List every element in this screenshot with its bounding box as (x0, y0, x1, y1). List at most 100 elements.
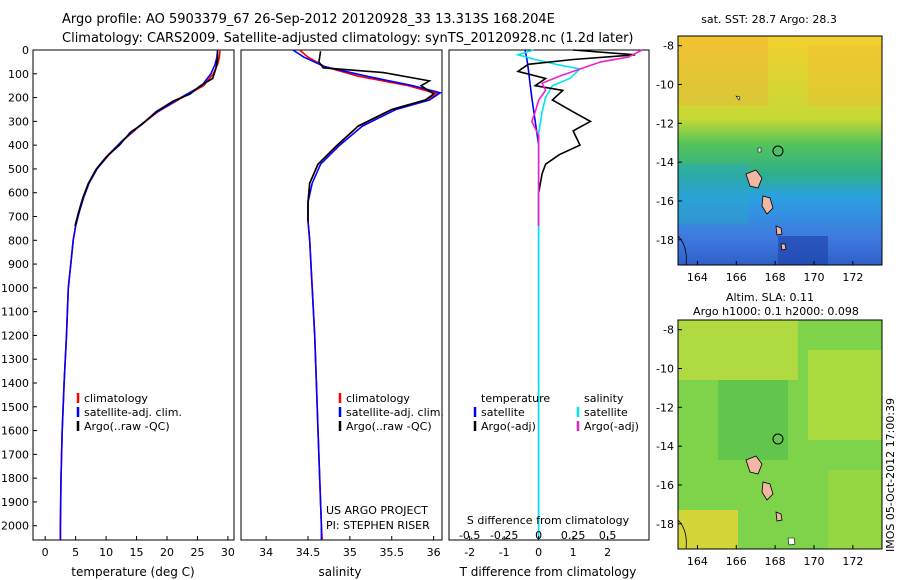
sst-cool-patch (678, 164, 748, 224)
difference-salinity-legend-label-0: salinity (584, 392, 624, 405)
difference-panel: -2 -1 0 1 2 -0.5 -0.25 0 0.25 0.5 T difference fr… (448, 49, 650, 579)
salinity-series-1 (292, 49, 443, 540)
sla-map-panel: Altim. SLA: 0.11 Argo h1000: 0.1 h2000: … (656, 291, 883, 568)
difference-xtick-label-4: 2 (604, 546, 611, 559)
sla-map-xtick-label-0: 164 (687, 555, 708, 568)
salinity-plot-frame (240, 49, 443, 541)
temperature-ytick-label-6: 600 (8, 187, 29, 200)
temperature-ytick-label-3: 300 (8, 115, 29, 128)
temperature-xlabel: temperature (deg C) (71, 565, 194, 579)
salinity-legend-label-0: climatology (346, 392, 410, 405)
island-banks (757, 147, 762, 153)
temperature-ytick-label-8: 800 (8, 234, 29, 247)
temperature-ytick-label-20: 2000 (1, 520, 29, 533)
sla-map-frame (677, 319, 883, 550)
difference-salinity-legend-label-2: Argo(-adj) (584, 420, 639, 433)
sst-map-ytick-label-5: -18 (656, 234, 674, 247)
sst-map-ytick-label-4: -16 (656, 195, 674, 208)
difference-temperature-legend-label-0: temperature (481, 392, 550, 405)
temperature-xtick-label-3: 15 (130, 546, 144, 559)
difference-x-axis: -2 -1 0 1 2 -0.5 -0.25 0 0.25 0.5 (459, 529, 616, 559)
difference-xtick-label-2: 0 (535, 546, 542, 559)
temperature-xtick-label-1: 5 (72, 546, 79, 559)
island-torres (735, 95, 741, 101)
sla-high-patch-south (678, 510, 738, 549)
island-tanna-sla (787, 537, 796, 546)
sst-map-x-axis: 164 166 168 170 172 (687, 261, 863, 284)
sla-map-y-axis: -8 -10 -12 -14 -16 -18 (656, 324, 682, 531)
project-line2: PI: STEPHEN RISER (326, 519, 430, 532)
temperature-marks (59, 49, 221, 540)
temperature-ytick-label-11: 1100 (1, 306, 29, 319)
salinity-legend-label-1: satellite-adj. clim. (346, 406, 444, 419)
sla-map-ytick-label-1: -10 (656, 363, 674, 376)
salinity-panel: 34 34.5 35 35.5 36 salinity climatologysatel… (240, 49, 444, 579)
sla-map-xtick-label-4: 172 (842, 555, 863, 568)
sst-warm-patch-east (808, 46, 882, 106)
salinity-series-2 (307, 51, 436, 222)
salinity-xtick-label-1: 34.5 (296, 546, 321, 559)
sst-field (678, 36, 882, 265)
sst-warm-patch (678, 36, 768, 106)
temperature-series-2 (74, 51, 219, 227)
difference-plot-frame (448, 49, 650, 541)
sst-map-xtick-label-0: 164 (687, 271, 708, 284)
sla-map-ytick-label-3: -14 (656, 440, 674, 453)
sst-map-frame (677, 35, 883, 266)
salinity-xtick-label-3: 35.5 (380, 546, 405, 559)
temperature-panel: 0 5 10 15 20 25 30 0 100 200 300 400 500 600 700 800 90… (1, 44, 235, 579)
difference-xtick-top-label-1: -0.25 (490, 529, 518, 542)
depth-y-axis: 0 100 200 300 400 500 600 700 800 900 1000 1100 1200… (1, 44, 37, 533)
temperature-ytick-label-12: 1200 (1, 329, 29, 342)
temperature-ytick-label-16: 1600 (1, 425, 29, 438)
sst-map-ytick-label-2: -12 (656, 117, 674, 130)
salinity-xtick-label-2: 35 (343, 546, 357, 559)
difference-xtick-top-label-4: 0.5 (599, 529, 617, 542)
figure-title-line1: Argo profile: AO 5903379_67 26-Sep-2012 … (62, 12, 555, 27)
figure-title-line2: Climatology: CARS2009. Satellite-adjuste… (62, 31, 634, 46)
sst-map-title: sat. SST: 28.7 Argo: 28.3 (701, 13, 837, 26)
difference-temperature-legend-label-2: Argo(-adj) (481, 420, 536, 433)
sst-cold-patch (778, 236, 828, 265)
temperature-ytick-label-4: 400 (8, 139, 29, 152)
sst-map-xtick-label-2: 168 (765, 271, 786, 284)
sla-map-ytick-label-5: -18 (656, 518, 674, 531)
temperature-legend-label-2: Argo(..raw -QC) (84, 420, 170, 433)
temperature-xtick-label-5: 25 (190, 546, 204, 559)
sla-map-xtick-label-2: 168 (765, 555, 786, 568)
temperature-ytick-label-13: 1300 (1, 353, 29, 366)
sla-map-ytick-label-0: -8 (663, 324, 674, 337)
temperature-legend-label-1: satellite-adj. clim. (84, 406, 182, 419)
sla-map-xtick-label-3: 170 (804, 555, 825, 568)
difference-xtick-label-0: -2 (464, 546, 475, 559)
sst-map-xtick-label-1: 166 (726, 271, 747, 284)
island-espiritu-santo-sla (745, 455, 763, 475)
sla-mid-patch (828, 470, 882, 549)
temperature-ytick-label-14: 1400 (1, 377, 29, 390)
sla-low-patch (718, 380, 788, 460)
difference-xlabel: T difference from climatology (459, 565, 637, 579)
island-erromango (780, 243, 787, 251)
temperature-xtick-label-2: 10 (99, 546, 113, 559)
difference-temperature-legend-label-1: satellite (481, 406, 525, 419)
sla-high-patch-east (808, 350, 882, 440)
sla-map-ytick-label-4: -16 (656, 479, 674, 492)
coastline-new-caledonia-sla (678, 519, 687, 549)
island-malakula-sla (761, 481, 774, 501)
sst-map-xtick-label-4: 172 (842, 271, 863, 284)
temperature-plot-frame (32, 49, 235, 541)
difference-marks (515, 49, 643, 540)
difference-salinity-legend-label-1: satellite (584, 406, 628, 419)
salinity-marks (292, 49, 443, 541)
temperature-ytick-label-2: 200 (8, 92, 29, 105)
island-efate (775, 225, 783, 236)
island-espiritu-santo (745, 169, 763, 189)
difference-xtick-top-label-3: 0.25 (561, 529, 586, 542)
sst-map-ytick-label-1: -10 (656, 79, 674, 92)
difference-xtick-label-3: 1 (570, 546, 577, 559)
temperature-ytick-label-9: 900 (8, 258, 29, 271)
salinity-legend-label-2: Argo(..raw -QC) (346, 420, 432, 433)
profile-location-marker (772, 145, 784, 157)
